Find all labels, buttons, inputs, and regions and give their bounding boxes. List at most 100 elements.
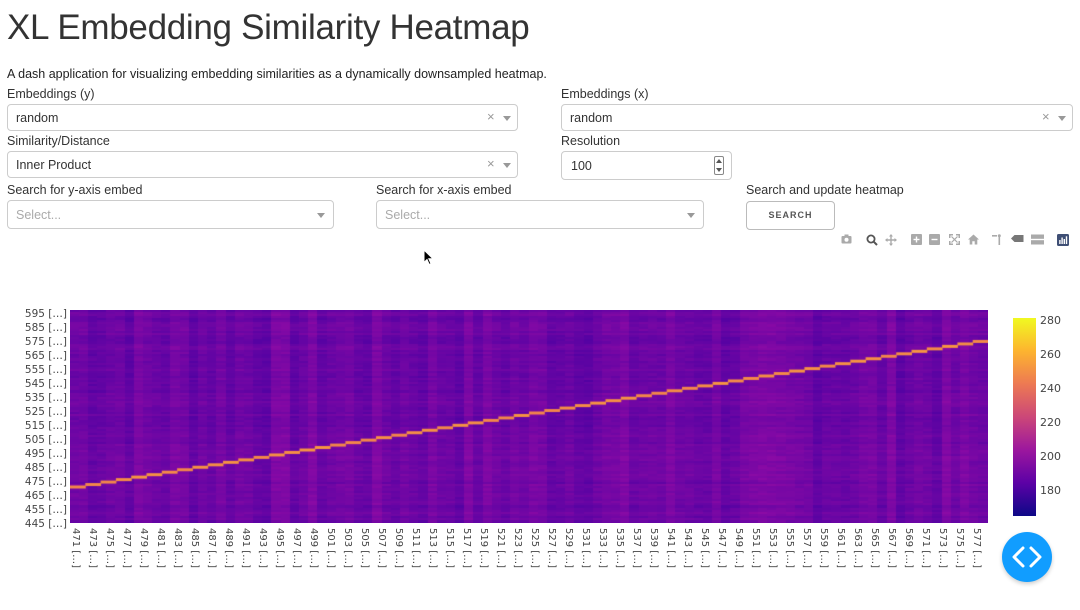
y-tick-label: 465 […] xyxy=(24,490,67,502)
x-tick-label: 471 […] xyxy=(70,528,81,569)
update-label: Search and update heatmap xyxy=(746,183,904,197)
y-tick-label: 575 […] xyxy=(24,336,67,348)
x-tick-label: 523 […] xyxy=(512,528,523,569)
x-tick-label: 509 […] xyxy=(393,528,404,569)
clear-icon[interactable]: × xyxy=(487,109,495,124)
colorbar-tick-label: 200 xyxy=(1040,449,1061,463)
y-tick-label: 475 […] xyxy=(24,476,67,488)
dev-tools-button[interactable] xyxy=(1002,532,1052,582)
y-tick-label: 515 […] xyxy=(24,420,67,432)
chevron-down-icon[interactable] xyxy=(317,213,325,218)
x-tick-label: 475 […] xyxy=(104,528,115,569)
embeddings-y-value: random xyxy=(16,111,59,125)
x-tick-label: 565 […] xyxy=(869,528,880,569)
y-tick-label: 485 […] xyxy=(24,462,67,474)
x-tick-label: 499 […] xyxy=(308,528,319,569)
x-tick-label: 479 […] xyxy=(138,528,149,569)
number-stepper[interactable] xyxy=(714,156,724,175)
camera-icon[interactable] xyxy=(841,234,852,245)
x-tick-label: 489 […] xyxy=(223,528,234,569)
colorbar-tick-label: 280 xyxy=(1040,314,1061,328)
y-tick-label: 545 […] xyxy=(24,378,67,390)
heatmap-plot[interactable] xyxy=(70,310,988,523)
plotly-logo-icon[interactable] xyxy=(1057,234,1069,246)
colorbar-tick-label: 220 xyxy=(1040,415,1061,429)
x-tick-label: 491 […] xyxy=(240,528,251,569)
x-tick-label: 481 […] xyxy=(155,528,166,569)
search-y-dropdown[interactable]: Select... xyxy=(7,200,334,229)
x-tick-label: 545 […] xyxy=(699,528,710,569)
x-tick-label: 557 […] xyxy=(801,528,812,569)
colorbar-tick-label: 260 xyxy=(1040,348,1061,362)
pan-icon[interactable] xyxy=(885,234,897,246)
home-icon[interactable] xyxy=(968,234,979,245)
x-tick-label: 521 […] xyxy=(495,528,506,569)
search-button[interactable]: SEARCH xyxy=(746,201,835,230)
x-tick-label: 529 […] xyxy=(563,528,574,569)
colorbar xyxy=(1013,318,1036,516)
x-tick-label: 577 […] xyxy=(971,528,982,569)
x-tick-label: 555 […] xyxy=(784,528,795,569)
page-title: XL Embedding Similarity Heatmap xyxy=(7,8,530,47)
chevron-down-icon[interactable] xyxy=(503,116,511,121)
zoom-icon[interactable] xyxy=(866,234,878,246)
x-tick-label: 527 […] xyxy=(546,528,557,569)
heatmap-x-axis: 471 […] 473 […] 475 […] 477 […] 479 […] 481 [… xyxy=(70,528,988,578)
x-tick-label: 553 […] xyxy=(767,528,778,569)
chevron-down-icon[interactable] xyxy=(687,213,695,218)
x-tick-label: 531 […] xyxy=(580,528,591,569)
resolution-value: 100 xyxy=(571,159,592,173)
x-tick-label: 573 […] xyxy=(937,528,948,569)
x-tick-label: 485 […] xyxy=(189,528,200,569)
similarity-dropdown[interactable]: Inner Product × xyxy=(7,151,518,178)
stepper-up-icon[interactable] xyxy=(716,159,722,163)
y-tick-label: 495 […] xyxy=(24,448,67,460)
page-description: A dash application for visualizing embed… xyxy=(7,67,547,81)
x-tick-label: 561 […] xyxy=(835,528,846,569)
heatmap-y-axis: 595 […] 585 […] 575 […] 565 […] 555 […] 545 [… xyxy=(0,308,69,530)
x-tick-label: 487 […] xyxy=(206,528,217,569)
autoscale-icon[interactable] xyxy=(949,234,960,245)
x-tick-label: 559 […] xyxy=(818,528,829,569)
hover-compare-icon[interactable] xyxy=(1031,234,1044,245)
x-tick-label: 563 […] xyxy=(852,528,863,569)
x-tick-label: 519 […] xyxy=(478,528,489,569)
colorbar-tick-label: 240 xyxy=(1040,382,1061,396)
embeddings-x-value: random xyxy=(570,111,613,125)
x-tick-label: 497 […] xyxy=(291,528,302,569)
resolution-label: Resolution xyxy=(561,134,621,148)
x-tick-label: 535 […] xyxy=(614,528,625,569)
x-tick-label: 537 […] xyxy=(631,528,642,569)
y-tick-label: 555 […] xyxy=(24,364,67,376)
spike-lines-icon[interactable] xyxy=(992,234,1003,245)
clear-icon[interactable]: × xyxy=(1042,109,1050,124)
x-tick-label: 477 […] xyxy=(121,528,132,569)
chevron-down-icon[interactable] xyxy=(503,163,511,168)
clear-icon[interactable]: × xyxy=(487,156,495,171)
search-x-dropdown[interactable]: Select... xyxy=(376,200,704,229)
hover-closest-icon[interactable] xyxy=(1011,234,1024,245)
x-tick-label: 473 […] xyxy=(87,528,98,569)
y-tick-label: 505 […] xyxy=(24,434,67,446)
x-tick-label: 541 […] xyxy=(665,528,676,569)
x-tick-label: 515 […] xyxy=(444,528,455,569)
x-tick-label: 511 […] xyxy=(410,528,421,569)
x-tick-label: 493 […] xyxy=(257,528,268,569)
x-tick-label: 533 […] xyxy=(597,528,608,569)
zoom-in-icon[interactable] xyxy=(911,234,922,245)
embeddings-x-dropdown[interactable]: random × xyxy=(561,104,1073,131)
y-tick-label: 535 […] xyxy=(24,392,67,404)
embeddings-y-dropdown[interactable]: random × xyxy=(7,104,518,131)
x-tick-label: 505 […] xyxy=(359,528,370,569)
search-y-label: Search for y-axis embed xyxy=(7,183,143,197)
y-tick-label: 595 […] xyxy=(24,308,67,320)
resolution-input[interactable]: 100 xyxy=(561,151,732,180)
search-x-label: Search for x-axis embed xyxy=(376,183,512,197)
x-tick-label: 507 […] xyxy=(376,528,387,569)
zoom-out-icon[interactable] xyxy=(929,234,940,245)
stepper-down-icon[interactable] xyxy=(716,168,722,172)
x-tick-label: 567 […] xyxy=(886,528,897,569)
x-tick-label: 575 […] xyxy=(954,528,965,569)
chevron-down-icon[interactable] xyxy=(1058,116,1066,121)
similarity-value: Inner Product xyxy=(16,158,92,172)
